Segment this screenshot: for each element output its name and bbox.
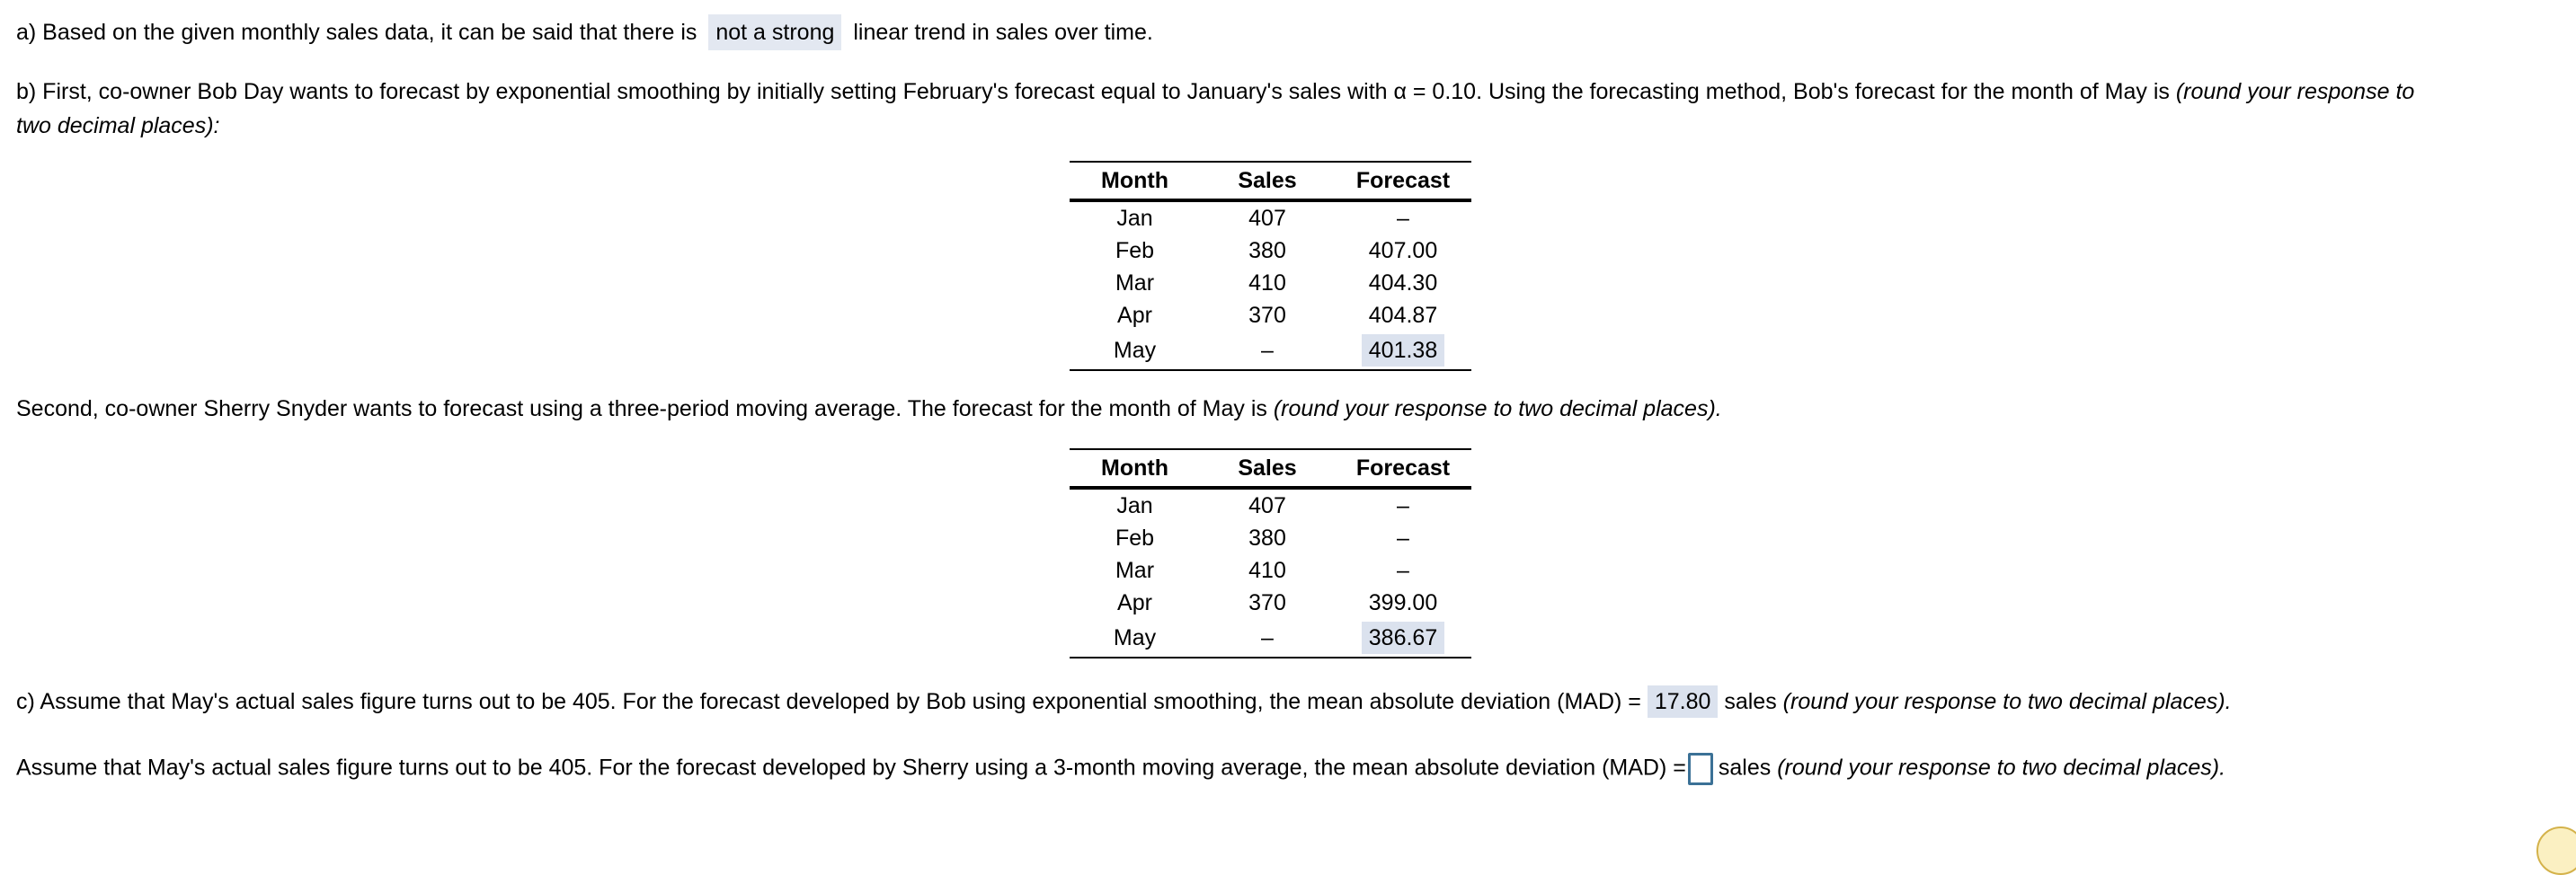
- table-cell: 410: [1248, 557, 1286, 583]
- part-b2-text: Second, co-owner Sherry Snyder wants to …: [16, 396, 1274, 421]
- part-c2-instruction: (round your response to two decimal plac…: [1777, 755, 2226, 781]
- part-a-text: a) Based on the given monthly sales data…: [16, 20, 697, 45]
- table-row: May –386.67: [1070, 619, 1471, 658]
- part-c2-unit: sales: [1718, 755, 1772, 781]
- part-b-text: b) First, co-owner Bob Day wants to fore…: [16, 79, 2176, 104]
- table-cell: Mar: [1115, 270, 1155, 296]
- table-cell: Jan: [1116, 205, 1153, 231]
- table-cell: 386.67: [1335, 619, 1471, 658]
- moving-average-table: Month Sales Forecast Jan 407– Feb 380– Mar 410– A…: [1070, 448, 1471, 658]
- table-cell: 407: [1248, 205, 1286, 231]
- table-row: Mar 410 404.30: [1070, 267, 1471, 299]
- table-row: Apr 370 399.00: [1070, 587, 1471, 619]
- part-b2: Second, co-owner Sherry Snyder wants to …: [16, 396, 1722, 422]
- table-cell: 370: [1248, 589, 1286, 615]
- table-cell: –: [1200, 331, 1335, 371]
- part-c-answer[interactable]: 17.80: [1647, 685, 1719, 718]
- part-b: b) First, co-owner Bob Day wants to fore…: [16, 79, 2414, 105]
- table-cell: 380: [1248, 237, 1286, 263]
- column-header: Forecast: [1335, 161, 1471, 202]
- table-row: May –401.38: [1070, 331, 1471, 371]
- table-row: Feb 380 407.00: [1070, 234, 1471, 267]
- table-row: Jan 407 –: [1070, 488, 1471, 522]
- table-cell: –: [1397, 525, 1409, 551]
- part-a-answer[interactable]: not a strong: [708, 14, 842, 50]
- table-cell: Feb: [1115, 525, 1155, 551]
- part-b-line2: two decimal places):: [16, 113, 219, 139]
- table-row: Jan 407 –: [1070, 200, 1471, 234]
- table-cell: 404.87: [1368, 302, 1438, 328]
- table-cell: 399.00: [1368, 589, 1438, 615]
- table-row: Feb 380 –: [1070, 522, 1471, 554]
- table-cell: 370: [1248, 302, 1286, 328]
- forecast-answer[interactable]: 401.38: [1361, 333, 1445, 367]
- part-a: a) Based on the given monthly sales data…: [16, 14, 1153, 50]
- part-c-text: c) Assume that May's actual sales figure…: [16, 689, 1641, 714]
- part-b2-instruction: (round your response to two decimal plac…: [1273, 396, 1722, 421]
- exponential-smoothing-table: Month Sales Forecast Jan 407 – Feb 380 407.00 Mar…: [1070, 161, 1471, 371]
- header-row: Month Sales Forecast: [1070, 448, 1471, 490]
- table-row: Apr 370 404.87: [1070, 299, 1471, 331]
- table-cell: Mar: [1115, 557, 1155, 583]
- table-cell: 407.00: [1368, 237, 1438, 263]
- part-c: c) Assume that May's actual sales figure…: [16, 685, 2232, 718]
- mad-answer-input[interactable]: [1687, 753, 1713, 785]
- table-cell: –: [1397, 205, 1409, 231]
- part-a-text-after: linear trend in sales over time.: [853, 20, 1153, 45]
- column-header: Sales: [1200, 161, 1335, 202]
- table-row: Mar 410 –: [1070, 554, 1471, 587]
- part-b-instruction-cont: two decimal places):: [16, 113, 220, 138]
- table-cell: 407: [1248, 492, 1286, 518]
- table-cell: Apr: [1117, 302, 1152, 328]
- column-header: Month: [1070, 448, 1200, 490]
- table-cell: –: [1397, 557, 1409, 583]
- part-c-unit: sales: [1724, 689, 1777, 714]
- part-c-instruction: (round your response to two decimal plac…: [1782, 689, 2232, 714]
- table-cell: May: [1070, 619, 1200, 658]
- column-header: Forecast: [1335, 448, 1471, 490]
- table-cell: Apr: [1117, 589, 1152, 615]
- part-b-instruction: (round your response to: [2175, 79, 2415, 104]
- part-c2: Assume that May's actual sales figure tu…: [16, 753, 2225, 785]
- table-cell: 404.30: [1368, 270, 1438, 296]
- table-cell: –: [1397, 492, 1409, 518]
- table-cell: 410: [1248, 270, 1286, 296]
- table-cell: Jan: [1116, 492, 1153, 518]
- table-cell: –: [1200, 619, 1335, 658]
- table-cell: 401.38: [1335, 331, 1471, 371]
- header-row: Month Sales Forecast: [1070, 161, 1471, 202]
- column-header: Month: [1070, 161, 1200, 202]
- table-cell: May: [1070, 331, 1200, 371]
- column-header: Sales: [1200, 448, 1335, 490]
- part-c2-text: Assume that May's actual sales figure tu…: [16, 755, 1686, 781]
- forecast-answer[interactable]: 386.67: [1361, 621, 1445, 654]
- table-cell: 380: [1248, 525, 1286, 551]
- table-cell: Feb: [1115, 237, 1155, 263]
- help-icon[interactable]: [2536, 826, 2576, 875]
